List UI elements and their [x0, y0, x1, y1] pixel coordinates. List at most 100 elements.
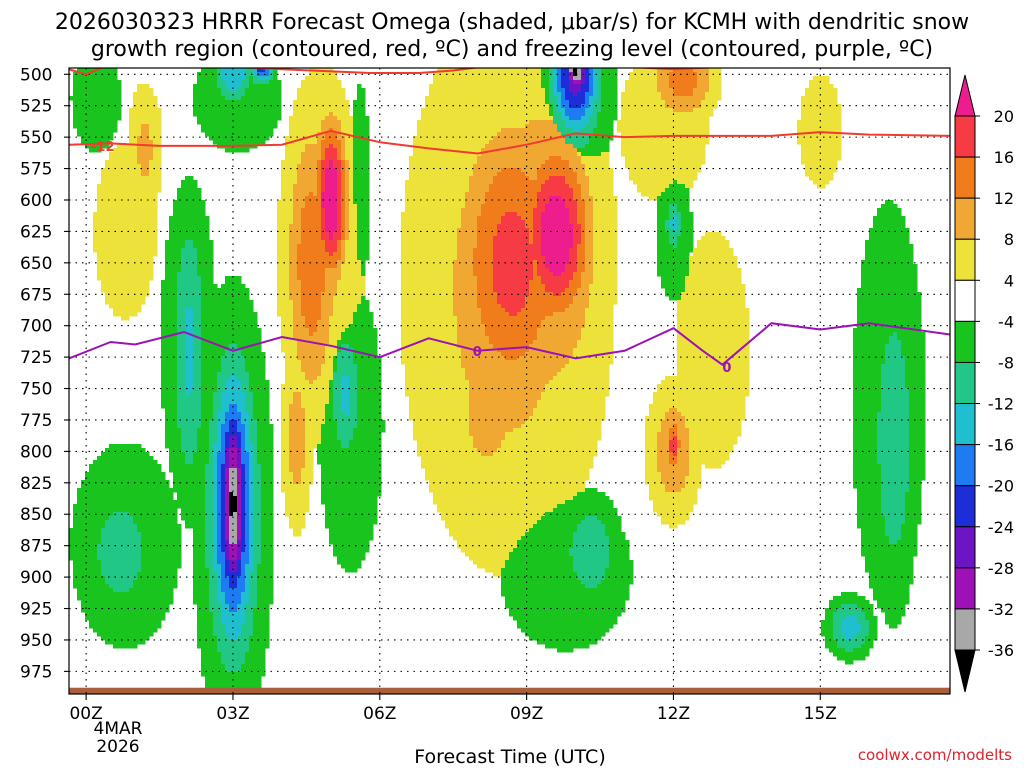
omega-cell-run	[337, 200, 342, 205]
omega-cell-run	[213, 464, 218, 469]
omega-cell-run	[177, 276, 202, 281]
omega-cell-run	[253, 464, 262, 469]
omega-cell-run	[589, 136, 614, 141]
omega-cell-run	[193, 88, 222, 93]
omega-cell-run	[289, 272, 298, 277]
omega-cell-run	[281, 164, 298, 169]
omega-cell-run	[317, 444, 342, 449]
omega-cell-run	[325, 180, 338, 185]
omega-cell-run	[805, 168, 838, 173]
omega-cell-run	[573, 68, 578, 73]
omega-cell-run	[141, 164, 150, 169]
omega-cell-run	[501, 580, 582, 585]
omega-cell-run	[277, 292, 290, 297]
omega-cell-run	[245, 400, 254, 405]
omega-cell-run	[281, 400, 294, 405]
omega-cell-run	[73, 568, 102, 573]
omega-cell-run	[217, 600, 226, 605]
omega-cell-run	[617, 120, 710, 125]
omega-cell-run	[337, 196, 342, 201]
omega-cell-run	[601, 520, 622, 525]
omega-cell-run	[209, 456, 214, 461]
omega-cell-run	[333, 544, 370, 549]
omega-cell-run	[501, 444, 598, 449]
omega-cell-run	[193, 336, 202, 341]
omega-cell-run	[493, 272, 534, 277]
omega-cell-run	[105, 300, 146, 305]
omega-cell-run	[353, 152, 370, 157]
omega-cell-run	[205, 508, 214, 513]
omega-cell-run	[281, 456, 290, 461]
omega-cell-run	[565, 176, 578, 181]
omega-cell-run	[313, 192, 318, 197]
omega-cell-run	[193, 104, 282, 109]
omega-cell-run	[209, 440, 218, 445]
omega-cell-run	[845, 648, 854, 653]
omega-cell-run	[301, 292, 322, 297]
omega-cell-run	[881, 500, 906, 505]
omega-cell-run	[337, 204, 342, 209]
omega-cell-run	[337, 436, 354, 441]
omega-cell-run	[285, 144, 306, 149]
omega-cell-run	[221, 588, 246, 593]
omega-cell-run	[553, 84, 558, 89]
omega-cell-run	[77, 132, 114, 137]
omega-cell-run	[301, 208, 322, 213]
omega-cell-run	[81, 484, 170, 489]
omega-cell-run	[217, 388, 226, 393]
omega-cell-run	[593, 72, 598, 77]
omega-cell-run	[261, 464, 274, 469]
omega-cell-run	[321, 464, 382, 469]
omega-cell-run	[213, 412, 218, 417]
omega-cell-run	[341, 344, 350, 349]
omega-cell-run	[325, 356, 334, 361]
omega-cell-run	[333, 236, 342, 241]
omega-cell-run	[569, 104, 582, 109]
omega-cell-run	[489, 340, 534, 345]
omega-cell-run	[537, 520, 582, 525]
omega-cell-run	[225, 84, 242, 89]
omega-cell-run	[505, 560, 574, 565]
omega-cell-run	[469, 420, 526, 425]
omega-cell-run	[813, 180, 830, 185]
omega-cell-run	[209, 136, 270, 141]
omega-cell-run	[193, 244, 214, 249]
omega-cell-run	[321, 368, 334, 373]
omega-cell-run	[217, 76, 222, 81]
omega-cell-run	[341, 172, 346, 177]
omega-cell-run	[289, 268, 298, 273]
omega-cell-run	[221, 464, 226, 469]
omega-cell-run	[281, 316, 294, 321]
omega-cell-run	[561, 76, 570, 81]
omega-cell-run	[305, 148, 322, 153]
omega-cell-run	[677, 216, 682, 221]
omega-cell-run	[405, 388, 470, 393]
omega-cell-run	[169, 456, 186, 461]
omega-cell-run	[401, 308, 454, 313]
omega-cell-run	[293, 216, 302, 221]
omega-cell-run	[577, 252, 586, 257]
omega-cell-run	[357, 208, 370, 213]
omega-cell-run	[161, 380, 178, 385]
omega-cell-run	[601, 80, 618, 85]
omega-cell-run	[881, 364, 906, 369]
omega-cell-run	[281, 196, 294, 201]
omega-cell-run	[297, 348, 326, 353]
omega-cell-run	[553, 88, 558, 93]
omega-cell-run	[457, 236, 478, 241]
omega-cell-run	[585, 220, 594, 225]
omega-cell-run	[197, 448, 210, 453]
omega-cell-run	[129, 512, 178, 517]
omega-cell-run	[277, 288, 290, 293]
omega-cell-run	[141, 556, 182, 561]
omega-cell-run	[333, 144, 342, 149]
omega-cell-run	[493, 264, 534, 269]
omega-cell-run	[577, 528, 606, 533]
omega-cell-run	[593, 76, 598, 81]
omega-cell-run	[253, 76, 258, 81]
omega-cell-run	[249, 76, 254, 81]
omega-cell-run	[113, 308, 142, 313]
omega-cell-run	[349, 440, 382, 445]
omega-cell-run	[193, 324, 202, 329]
omega-cell-run	[217, 540, 222, 545]
